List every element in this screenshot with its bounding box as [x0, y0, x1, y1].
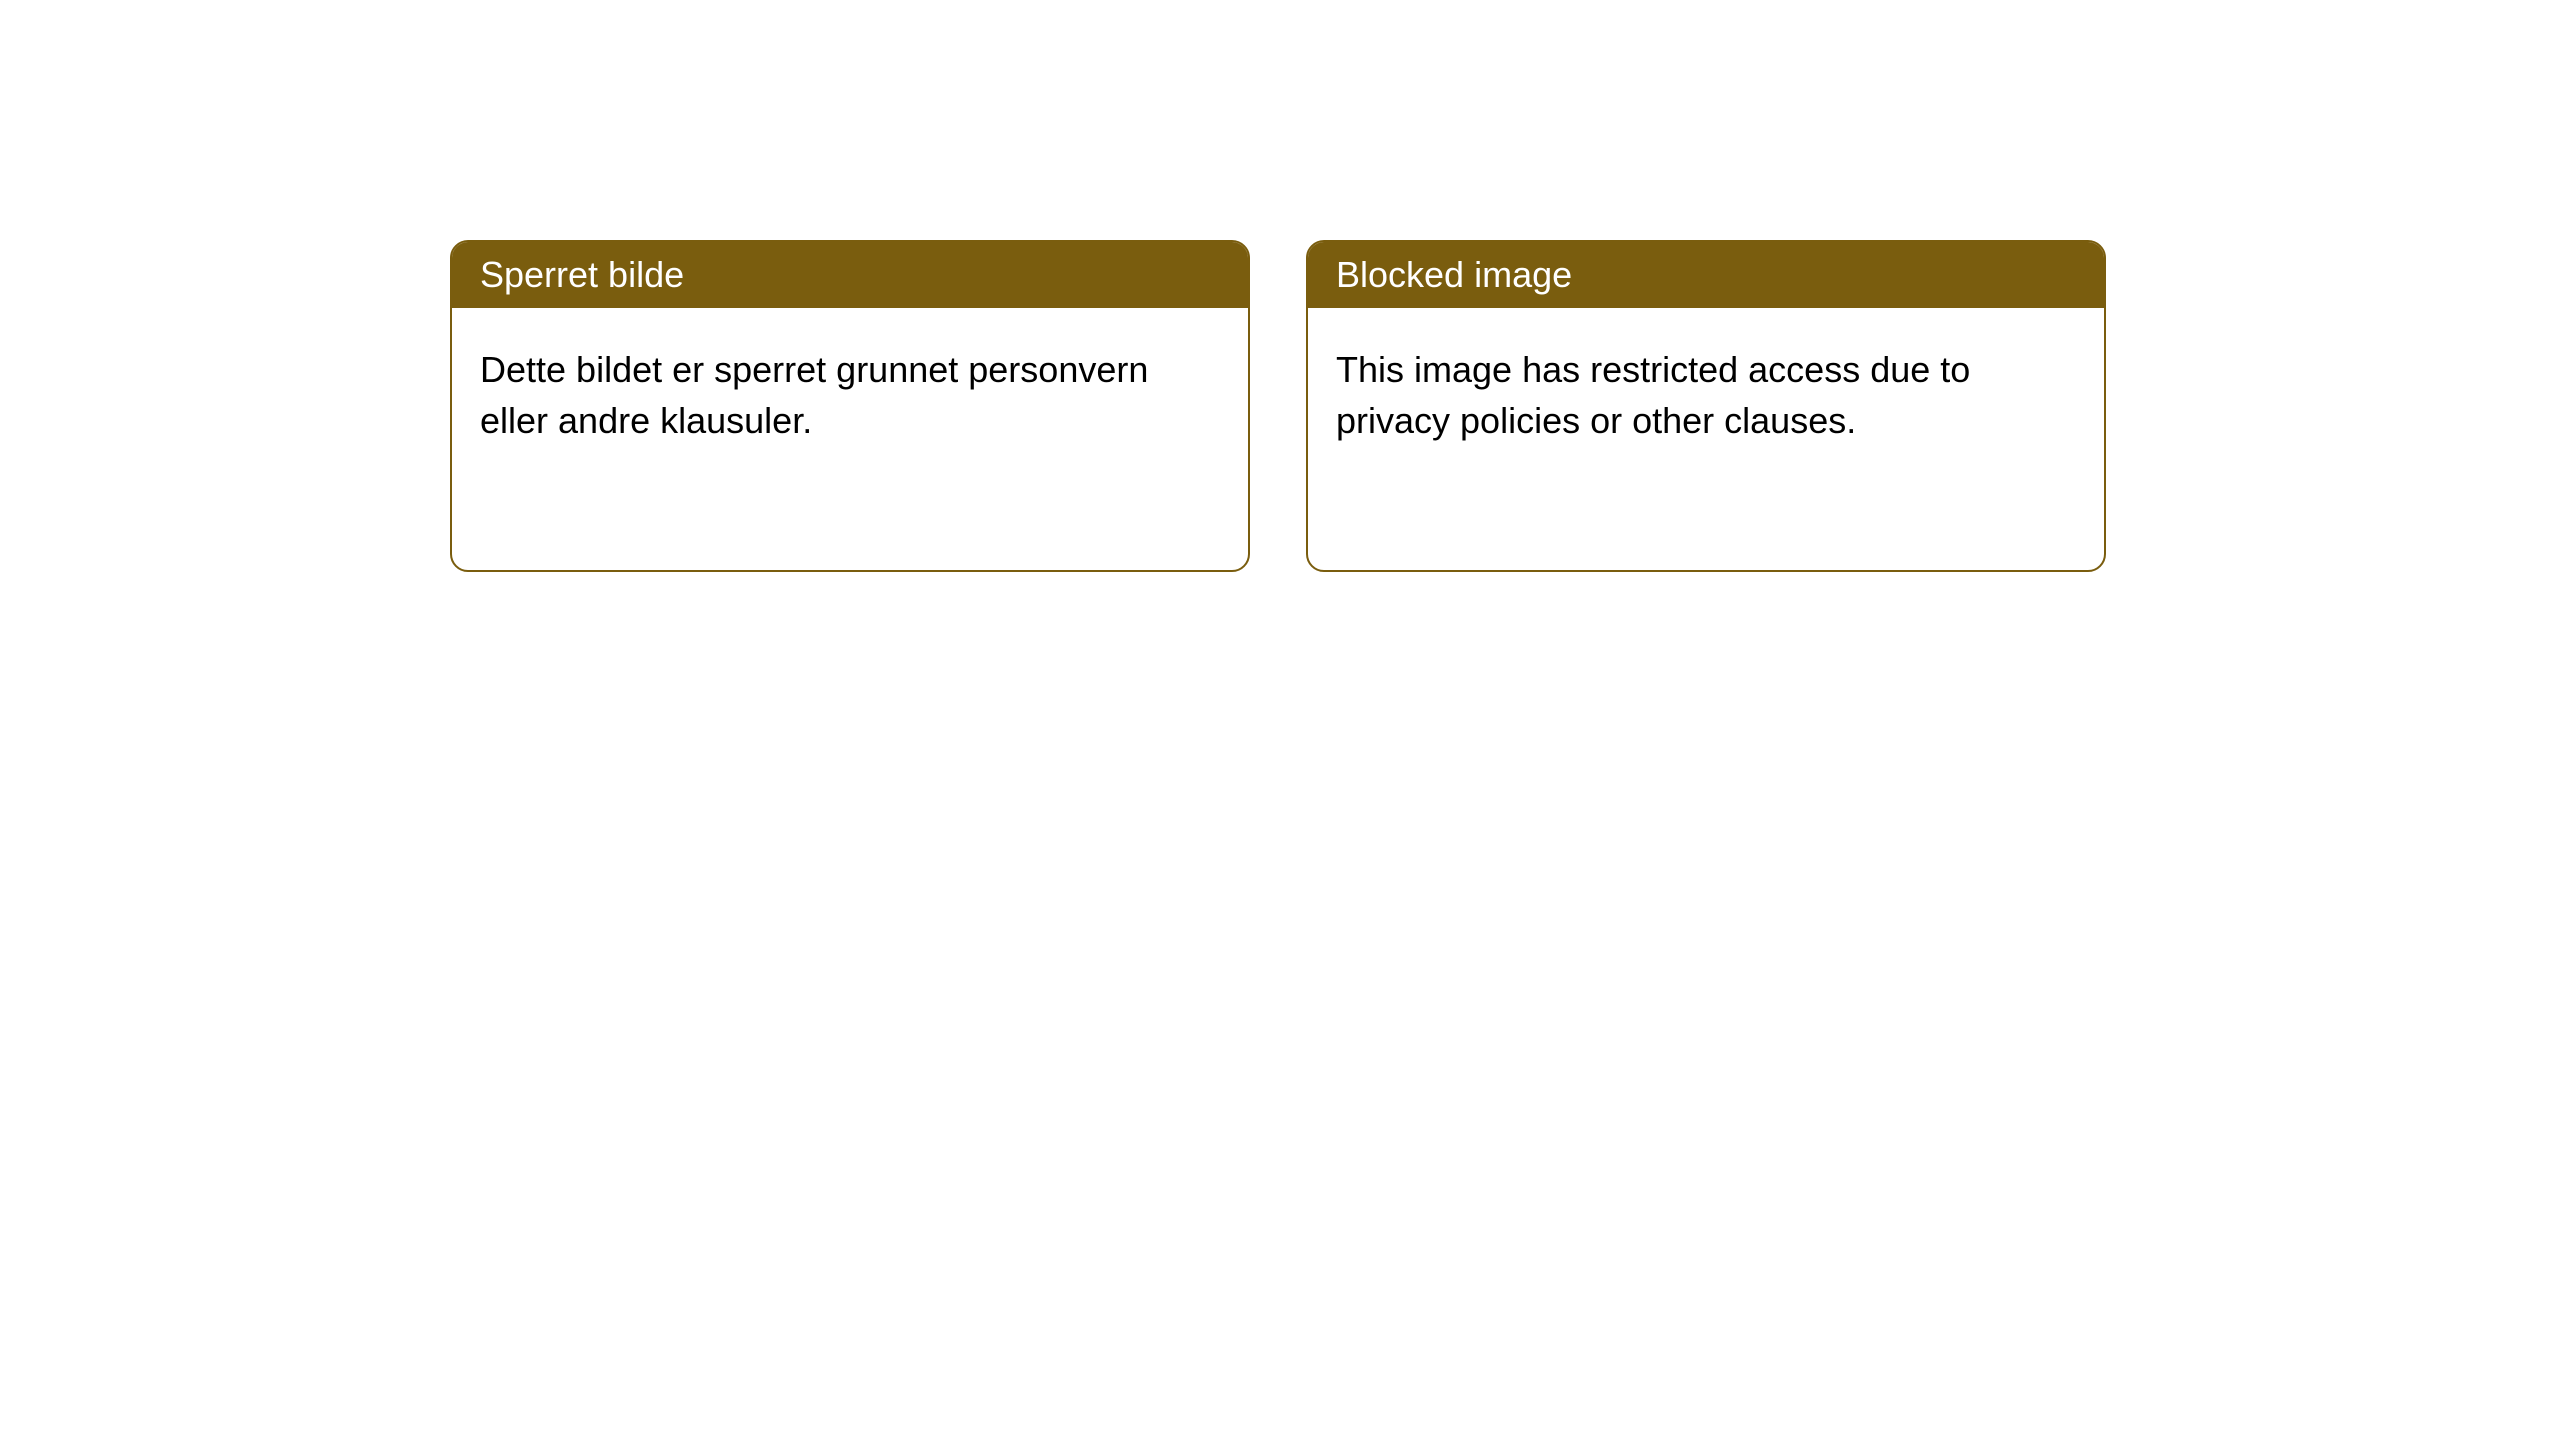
notice-container: Sperret bilde Dette bildet er sperret gr…	[0, 0, 2560, 572]
notice-body-norwegian: Dette bildet er sperret grunnet personve…	[452, 308, 1248, 474]
notice-card-norwegian: Sperret bilde Dette bildet er sperret gr…	[450, 240, 1250, 572]
notice-title-english: Blocked image	[1308, 242, 2104, 308]
notice-body-english: This image has restricted access due to …	[1308, 308, 2104, 474]
notice-title-norwegian: Sperret bilde	[452, 242, 1248, 308]
notice-card-english: Blocked image This image has restricted …	[1306, 240, 2106, 572]
